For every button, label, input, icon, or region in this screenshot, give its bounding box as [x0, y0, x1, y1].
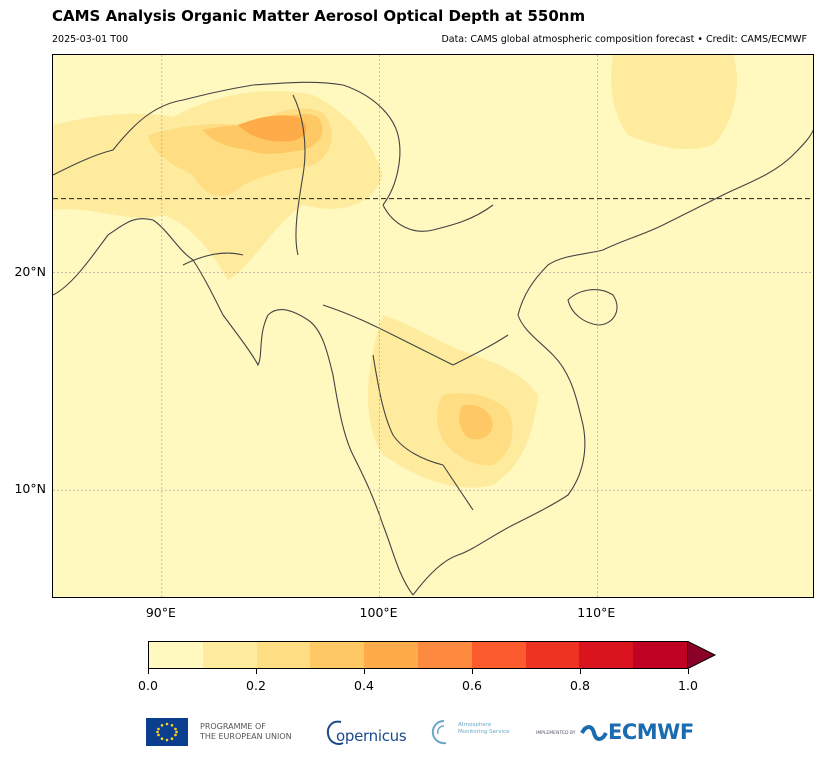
- colorbar-tick-label: 0.2: [246, 678, 266, 693]
- copernicus-logo-text: opernicus: [336, 727, 407, 745]
- copernicus-c-icon: [326, 720, 344, 745]
- ecmwf-logo-text: ECMWF: [608, 720, 694, 744]
- colorbar-bin: [471, 642, 526, 668]
- colorbar-bin: [256, 642, 311, 668]
- ecmwf-swirl-icon: [580, 725, 608, 741]
- eu-stars-icon: [156, 722, 178, 742]
- colorbar-tick-mark: [256, 669, 257, 674]
- cams-logo-icon: [431, 720, 447, 745]
- colorbar-tick-label: 0.8: [570, 678, 590, 693]
- latitude-tick-label: 20°N: [14, 263, 46, 279]
- latitude-tick-label: 10°N: [14, 481, 46, 497]
- colorbar-extension-arrow: [687, 641, 717, 669]
- colorbar-bin: [202, 642, 257, 668]
- aod-contour-high-indochina: [459, 404, 493, 440]
- colorbar-tick-label: 1.0: [678, 678, 698, 693]
- colorbar-bin: [149, 642, 203, 668]
- colorbar-tick-mark: [148, 669, 149, 674]
- map-canvas: [53, 55, 813, 597]
- aod-contour-china: [611, 55, 737, 150]
- graticule: [53, 55, 813, 597]
- colorbar-bin: [579, 642, 634, 668]
- colorbar-tick-label: 0.4: [354, 678, 374, 693]
- aod-shading: [53, 55, 737, 488]
- aod-contour-peak-north: [238, 115, 307, 142]
- colorbar-bin: [364, 642, 418, 668]
- implemented-by-text: IMPLEMENTED BY: [536, 731, 576, 736]
- colorbar-bin: [525, 642, 580, 668]
- cams-logo-text: Atmosphere Monitoring Service: [458, 722, 510, 735]
- eu-programme-text: PROGRAMME OF THE EUROPEAN UNION: [200, 722, 292, 741]
- colorbar: [148, 641, 688, 669]
- credit-label: Data: CAMS global atmospheric compositio…: [441, 34, 807, 45]
- longitude-tick-label: 100°E: [359, 605, 398, 620]
- map-title: CAMS Analysis Organic Matter Aerosol Opt…: [52, 7, 586, 25]
- coastlines: [53, 81, 813, 596]
- colorbar-bin: [310, 642, 365, 668]
- colorbar-tick-mark: [472, 669, 473, 674]
- colorbar-tick-mark: [364, 669, 365, 674]
- colorbar-bin: [417, 642, 472, 668]
- longitude-tick-label: 110°E: [577, 605, 616, 620]
- date-label: 2025-03-01 T00: [52, 34, 129, 45]
- eu-flag-logo: [146, 718, 188, 746]
- colorbar-tick-label: 0.6: [462, 678, 482, 693]
- colorbar-tick-mark: [580, 669, 581, 674]
- map-panel: [52, 54, 814, 598]
- colorbar-bin: [633, 642, 687, 668]
- colorbar-tick-label: 0.0: [138, 678, 158, 693]
- colorbar-tick-mark: [688, 669, 689, 674]
- longitude-tick-label: 90°E: [145, 605, 176, 620]
